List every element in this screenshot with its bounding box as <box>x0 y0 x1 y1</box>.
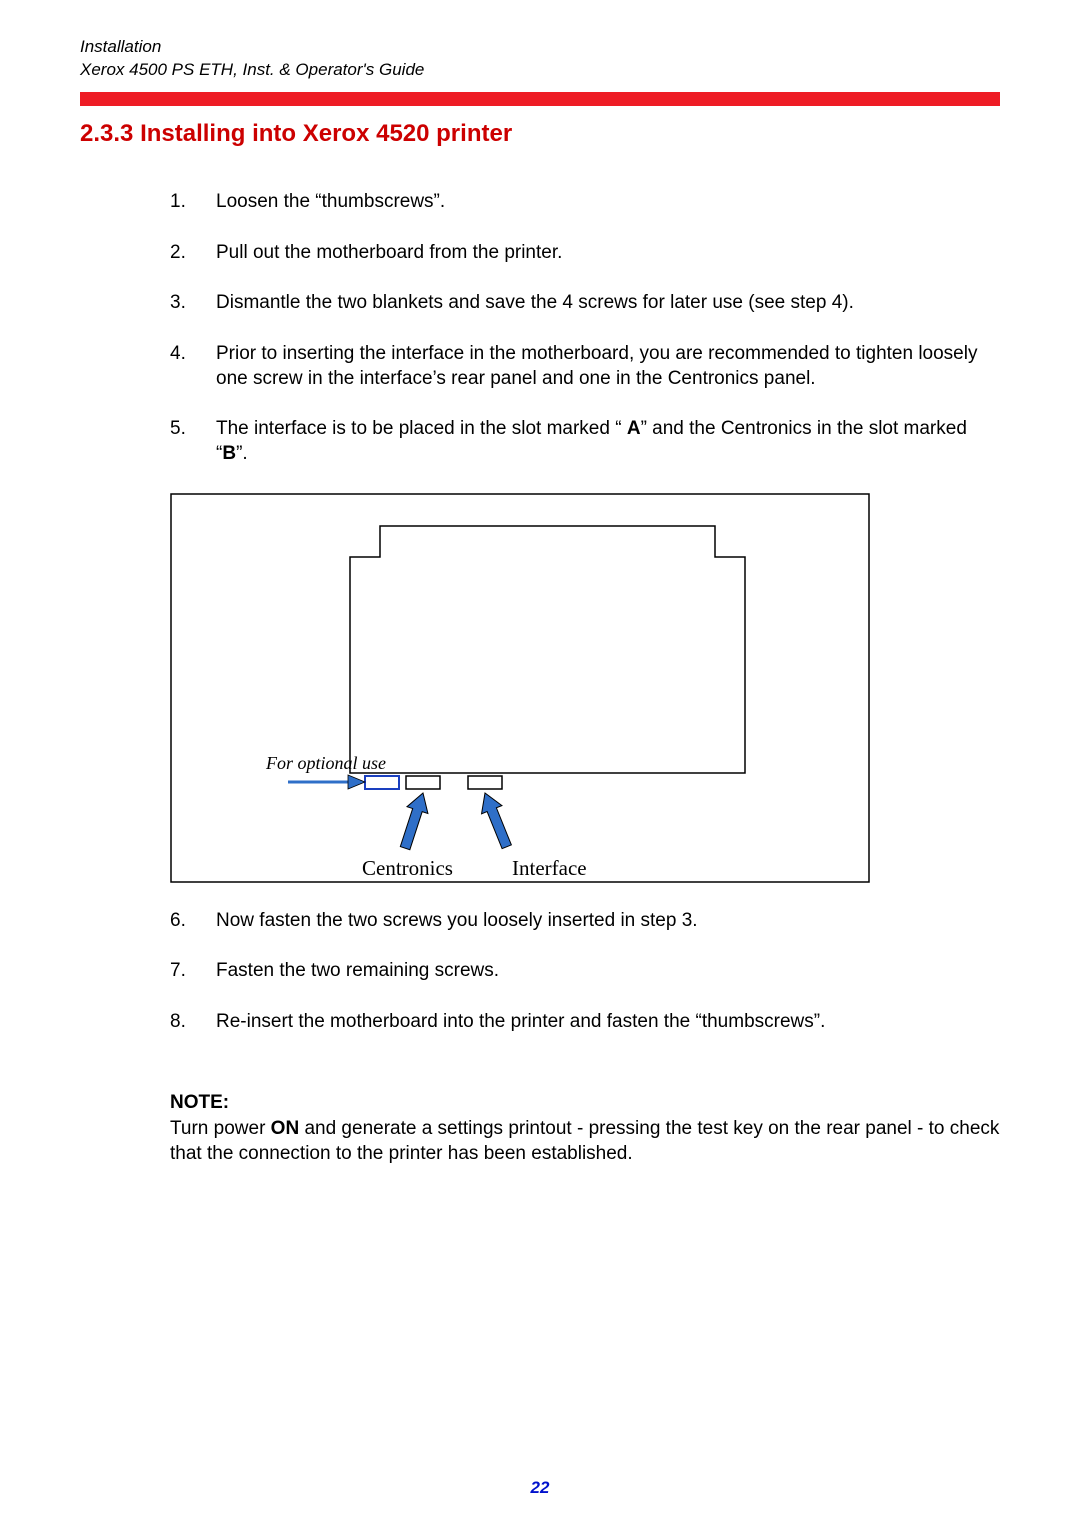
step-number: 5. <box>170 417 216 466</box>
step-number: 4. <box>170 342 216 391</box>
section-number: 2.3.3 <box>80 120 133 147</box>
steps-list-part1: 1. Loosen the “thumbscrews”. 2. Pull out… <box>80 190 1000 467</box>
step-bold-a: A <box>627 418 641 439</box>
note-block: NOTE: Turn power ON and generate a setti… <box>80 1091 1000 1167</box>
step-number: 2. <box>170 241 216 266</box>
step-text: Re-insert the motherboard into the print… <box>216 1010 1000 1035</box>
section-title: 2.3.3 Installing into Xerox 4520 printer <box>80 120 1000 148</box>
step-item: 7. Fasten the two remaining screws. <box>170 959 1000 984</box>
step-text: Fasten the two remaining screws. <box>216 959 1000 984</box>
diagram-svg: For optional use Centronics Interface <box>170 493 870 883</box>
steps-list-part2: 6. Now fasten the two screws you loosely… <box>80 909 1000 1035</box>
diagram-optional-label: For optional use <box>265 753 386 773</box>
step-item: 5. The interface is to be placed in the … <box>170 417 1000 466</box>
step-bold-b: B <box>222 443 236 464</box>
step-number: 8. <box>170 1010 216 1035</box>
step-item: 4. Prior to inserting the interface in t… <box>170 342 1000 391</box>
section-title-text: Installing into Xerox 4520 printer <box>140 120 512 147</box>
header-line-2: Xerox 4500 PS ETH, Inst. & Operator's Gu… <box>80 59 1000 82</box>
page-header: Installation Xerox 4500 PS ETH, Inst. & … <box>80 36 1000 82</box>
step-number: 6. <box>170 909 216 934</box>
note-label: NOTE: <box>170 1091 1000 1116</box>
step-text-fragment: The interface is to be placed in the slo… <box>216 418 627 439</box>
step-item: 8. Re-insert the motherboard into the pr… <box>170 1010 1000 1035</box>
step-number: 7. <box>170 959 216 984</box>
step-text: Pull out the motherboard from the printe… <box>216 241 1000 266</box>
step-text: Dismantle the two blankets and save the … <box>216 291 1000 316</box>
note-text-fragment: Turn power <box>170 1118 271 1139</box>
diagram-centronics-label: Centronics <box>362 856 453 880</box>
step-item: 6. Now fasten the two screws you loosely… <box>170 909 1000 934</box>
installation-diagram: For optional use Centronics Interface <box>170 493 1000 883</box>
step-number: 3. <box>170 291 216 316</box>
step-text: The interface is to be placed in the slo… <box>216 417 1000 466</box>
step-item: 2. Pull out the motherboard from the pri… <box>170 241 1000 266</box>
page-number: 22 <box>0 1478 1080 1498</box>
diagram-interface-label: Interface <box>512 856 587 880</box>
step-text: Prior to inserting the interface in the … <box>216 342 1000 391</box>
note-text: Turn power ON and generate a settings pr… <box>170 1117 1000 1166</box>
step-text: Now fasten the two screws you loosely in… <box>216 909 1000 934</box>
header-divider-bar <box>80 92 1000 106</box>
step-text-fragment: ”. <box>236 443 248 464</box>
step-item: 1. Loosen the “thumbscrews”. <box>170 190 1000 215</box>
header-line-1: Installation <box>80 36 1000 59</box>
step-text: Loosen the “thumbscrews”. <box>216 190 1000 215</box>
step-number: 1. <box>170 190 216 215</box>
note-bold: ON <box>271 1118 300 1139</box>
step-item: 3. Dismantle the two blankets and save t… <box>170 291 1000 316</box>
